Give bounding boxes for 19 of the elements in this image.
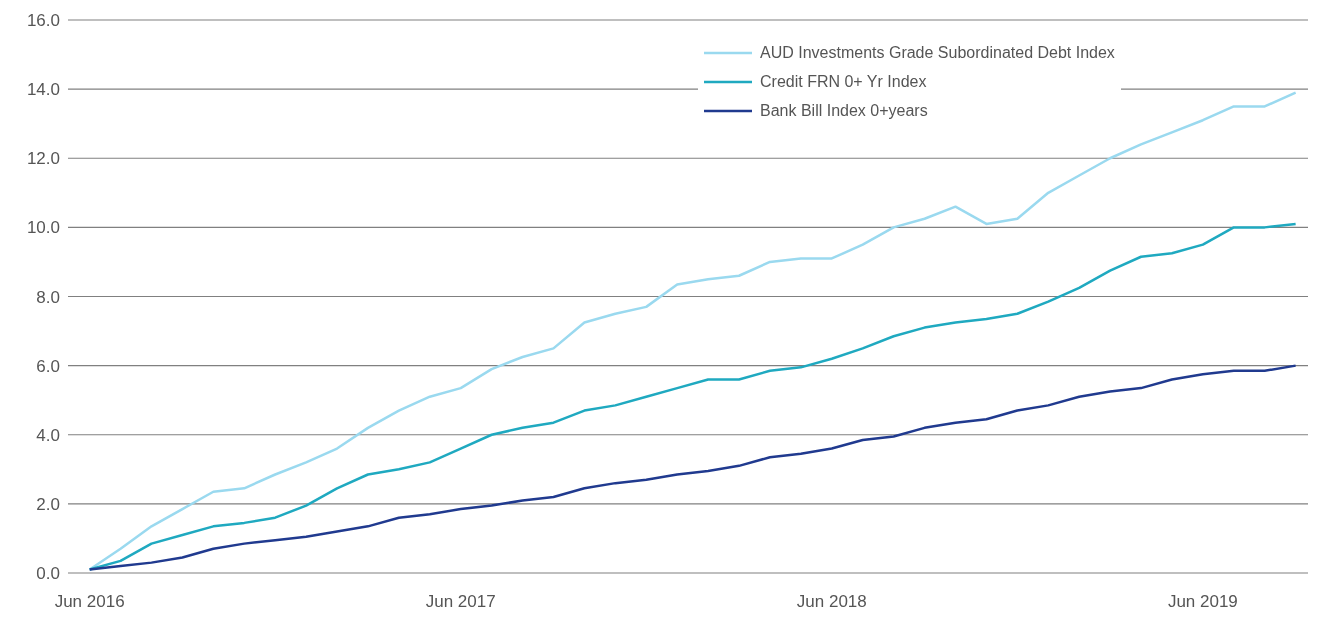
x-tick-label: Jun 2016 bbox=[54, 592, 125, 612]
legend-label: Credit FRN 0+ Yr Index bbox=[760, 72, 927, 92]
x-tick-label: Jun 2019 bbox=[1167, 592, 1238, 612]
y-tick-label: 12.0 bbox=[26, 149, 60, 169]
line-series bbox=[88, 222, 1297, 571]
line-series bbox=[88, 91, 1297, 571]
line-series bbox=[88, 364, 1297, 571]
legend-label: Bank Bill Index 0+years bbox=[760, 101, 928, 121]
y-tick-label: 16.0 bbox=[26, 11, 60, 31]
y-tick-label: 4.0 bbox=[36, 425, 60, 445]
y-tick-label: 0.0 bbox=[36, 564, 60, 584]
legend-label: AUD Investments Grade Subordinated Debt Index bbox=[760, 43, 1115, 63]
y-tick-label: 8.0 bbox=[36, 287, 60, 307]
y-tick-label: 14.0 bbox=[26, 80, 60, 100]
x-tick-label: Jun 2017 bbox=[425, 592, 496, 612]
x-tick-label: Jun 2018 bbox=[796, 592, 867, 612]
y-tick-label: 2.0 bbox=[36, 494, 60, 514]
y-tick-label: 6.0 bbox=[36, 356, 60, 376]
y-tick-label: 10.0 bbox=[26, 218, 60, 238]
